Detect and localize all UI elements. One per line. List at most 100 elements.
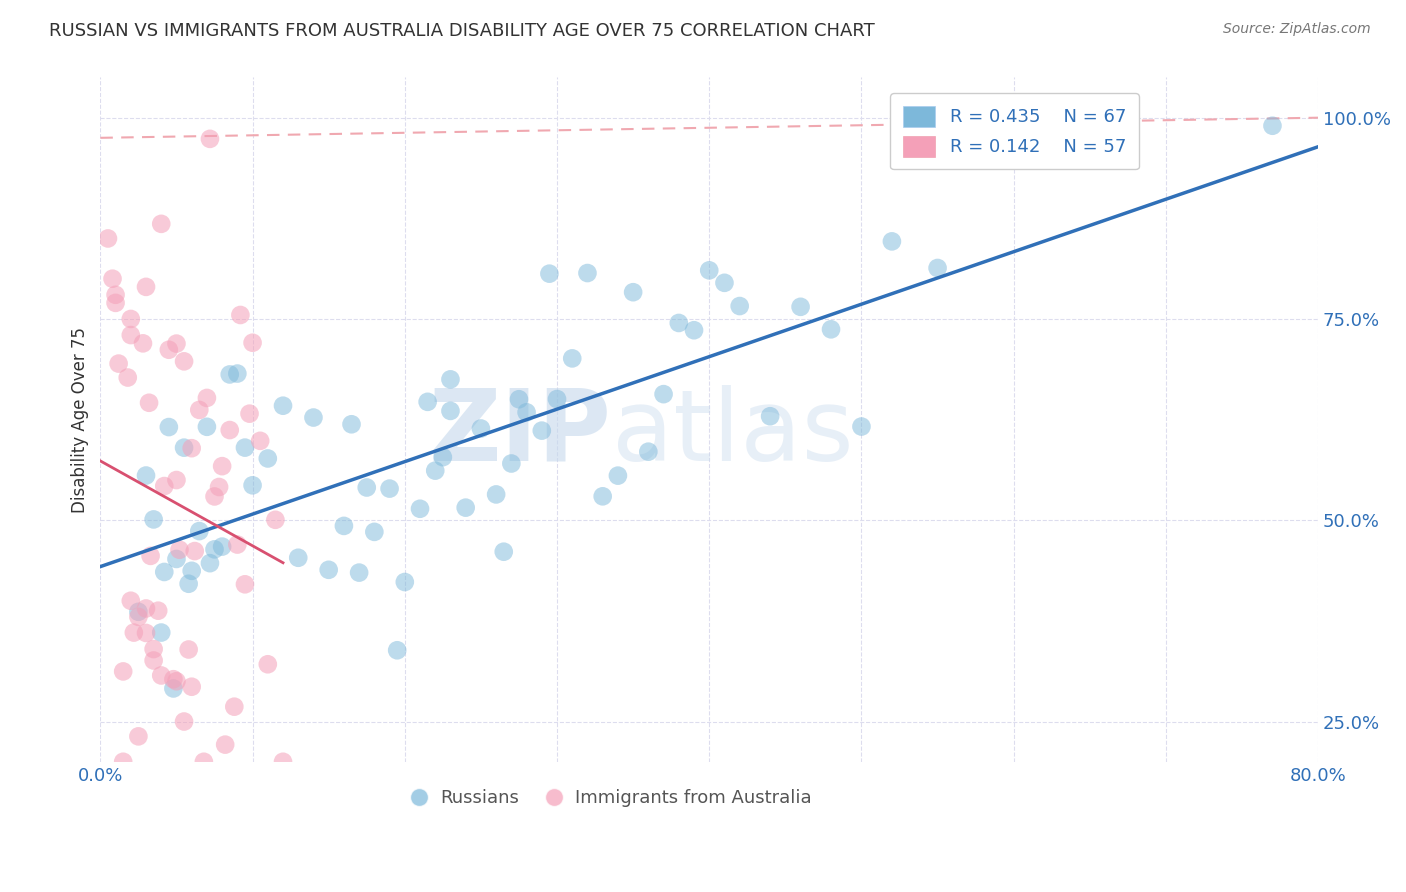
Point [851,419,873,434]
Point [173,441,195,455]
Point [180,564,202,578]
Point [157,420,180,434]
Point [492,545,515,559]
Point [226,367,249,381]
Point [229,308,252,322]
Point [759,409,782,424]
Point [470,421,492,435]
Text: RUSSIAN VS IMMIGRANTS FROM AUSTRALIA DISABILITY AGE OVER 75 CORRELATION CHART: RUSSIAN VS IMMIGRANTS FROM AUSTRALIA DIS… [49,22,875,40]
Point [409,501,432,516]
Point [135,626,157,640]
Point [439,404,461,418]
Point [789,300,811,314]
Point [439,372,461,386]
Point [606,468,628,483]
Point [162,672,184,686]
Point [508,392,530,407]
Point [193,755,215,769]
Point [104,288,127,302]
Point [233,577,256,591]
Point [104,296,127,310]
Point [264,513,287,527]
Point [211,459,233,474]
Point [333,519,356,533]
Point [668,316,690,330]
Point [238,407,260,421]
Point [107,357,129,371]
Point [153,565,176,579]
Point [135,601,157,615]
Legend: Russians, Immigrants from Australia: Russians, Immigrants from Australia [405,782,820,814]
Point [214,738,236,752]
Point [728,299,751,313]
Point [485,487,508,501]
Point [198,556,221,570]
Point [120,328,142,343]
Point [135,468,157,483]
Point [120,593,142,607]
Point [218,423,240,437]
Point [166,473,188,487]
Point [546,392,568,406]
Point [340,417,363,432]
Point [385,643,408,657]
Point [621,285,644,300]
Y-axis label: Disability Age Over 75: Disability Age Over 75 [72,326,89,513]
Point [195,391,218,405]
Point [153,479,176,493]
Point [224,699,246,714]
Point [538,267,561,281]
Point [132,336,155,351]
Point [713,276,735,290]
Point [112,665,135,679]
Point [148,604,170,618]
Point [177,576,200,591]
Point [226,537,249,551]
Point [1261,119,1284,133]
Point [166,552,188,566]
Point [127,605,149,619]
Point [302,410,325,425]
Point [394,574,416,589]
Point [112,755,135,769]
Point [180,680,202,694]
Point [180,441,202,455]
Point [150,625,173,640]
Point [117,370,139,384]
Point [530,424,553,438]
Point [173,354,195,368]
Point [177,642,200,657]
Point [198,132,221,146]
Point [139,549,162,563]
Point [233,441,256,455]
Point [169,542,191,557]
Point [173,714,195,729]
Point [211,540,233,554]
Point [820,322,842,336]
Point [425,464,447,478]
Point [135,280,157,294]
Point [516,405,538,419]
Point [347,566,370,580]
Point [501,457,523,471]
Point [271,399,294,413]
Point [561,351,583,366]
Point [287,550,309,565]
Point [356,481,378,495]
Point [97,231,120,245]
Point [142,653,165,667]
Point [101,271,124,285]
Point [242,335,264,350]
Point [204,542,226,557]
Point [183,544,205,558]
Point [256,657,278,672]
Point [204,490,226,504]
Point [576,266,599,280]
Point [142,642,165,657]
Point [157,343,180,357]
Point [318,563,340,577]
Point [127,610,149,624]
Point [249,434,271,448]
Point [150,217,173,231]
Point [652,387,675,401]
